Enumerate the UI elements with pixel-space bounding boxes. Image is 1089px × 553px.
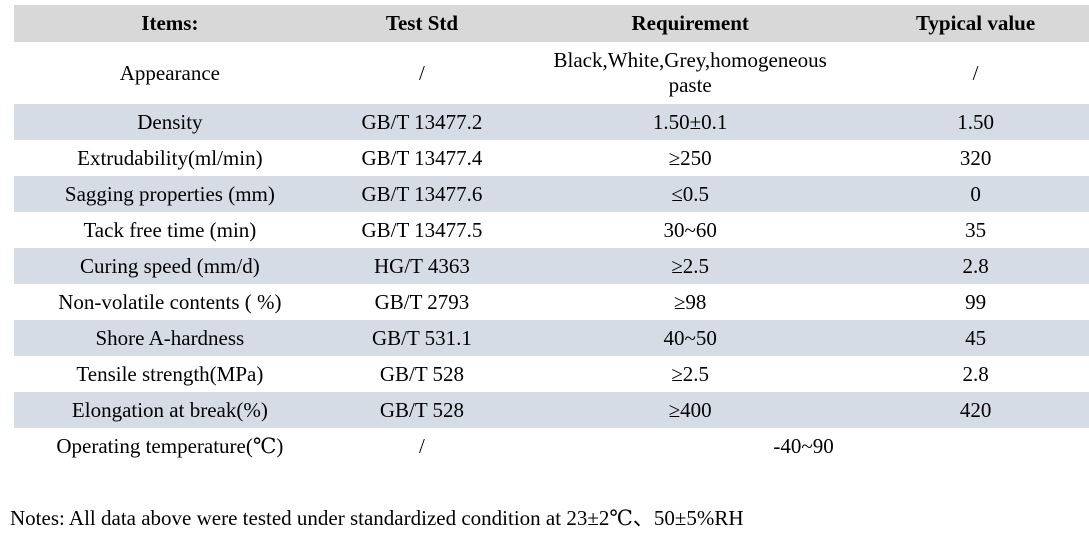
cell-req: 30~60	[663, 218, 717, 242]
cell-std: GB/T 13477.2	[361, 110, 483, 134]
cell-typ: 2.8	[962, 254, 989, 278]
cell-std: GB/T 13477.5	[361, 218, 483, 242]
cell-item: Shore A-hardness	[95, 326, 245, 350]
cell-req: ≥2.5	[671, 362, 710, 386]
cell-item: Tensile strength(MPa)	[76, 362, 264, 386]
cell-std: GB/T 13477.6	[361, 182, 483, 206]
cell-item: Non-volatile contents ( %)	[58, 290, 282, 314]
cell-req: 1.50±0.1	[652, 110, 728, 134]
cell-std: GB/T 528	[379, 398, 465, 422]
cell-std: /	[419, 434, 425, 458]
table-row-appearance: Appearance / Black,White,Grey,homogeneou…	[14, 42, 1089, 104]
cell-typ: 420	[959, 398, 992, 422]
cell-typ: 99	[965, 290, 987, 314]
table-row-sagging: Sagging properties (mm) GB/T 13477.6 ≤0.…	[14, 176, 1089, 212]
cell-typ: 35	[965, 218, 987, 242]
table-row-operating-temperature: Operating temperature(℃) / -40~90	[14, 428, 1089, 464]
cell-typ: 45	[965, 326, 987, 350]
cell-typ: 320	[959, 146, 992, 170]
table-row-non-volatile: Non-volatile contents ( %) GB/T 2793 ≥98…	[14, 284, 1089, 320]
cell-typ: /	[972, 61, 979, 85]
cell-req: Black,White,Grey,homogeneous paste	[553, 48, 827, 97]
cell-typ: 2.8	[962, 362, 989, 386]
col-header-items: Items:	[14, 5, 326, 42]
table-row-tack-free-time: Tack free time (min) GB/T 13477.5 30~60 …	[14, 212, 1089, 248]
notes-text: Notes: All data above were tested under …	[10, 506, 744, 530]
cell-req: ≥250	[668, 146, 712, 170]
cell-std: /	[419, 61, 425, 85]
cell-std: GB/T 531.1	[371, 326, 472, 350]
table-row-extrudability: Extrudability(ml/min) GB/T 13477.4 ≥250 …	[14, 140, 1089, 176]
table-row-density: Density GB/T 13477.2 1.50±0.1 1.50	[14, 104, 1089, 140]
table-row-shore-hardness: Shore A-hardness GB/T 531.1 40~50 45	[14, 320, 1089, 356]
spec-table: Items: Test Std Requirement Typical valu…	[14, 5, 1089, 464]
header-row: Items: Test Std Requirement Typical valu…	[14, 5, 1089, 42]
cell-item: Density	[137, 110, 203, 134]
cell-typ: 1.50	[957, 110, 994, 134]
cell-std: GB/T 2793	[374, 290, 470, 314]
cell-item: Sagging properties (mm)	[64, 182, 275, 206]
cell-std: GB/T 13477.4	[361, 146, 483, 170]
cell-req: 40~50	[663, 326, 717, 350]
cell-item: Elongation at break(%)	[71, 398, 268, 422]
cell-req: ≥400	[668, 398, 712, 422]
cell-req: ≥98	[673, 290, 707, 314]
cell-item: Curing speed (mm/d)	[80, 254, 260, 278]
table-row-elongation: Elongation at break(%) GB/T 528 ≥400 420	[14, 392, 1089, 428]
cell-req: ≤0.5	[671, 182, 710, 206]
col-header-requirement: Requirement	[518, 5, 863, 42]
cell-item: Tack free time (min)	[83, 218, 257, 242]
col-header-test-std: Test Std	[325, 5, 519, 42]
cell-item: Extrudability(ml/min)	[77, 146, 263, 170]
cell-item: Operating temperature(℃)	[56, 434, 284, 458]
cell-typ: 0	[970, 182, 981, 206]
cell-std: GB/T 528	[379, 362, 465, 386]
table-row-curing-speed: Curing speed (mm/d) HG/T 4363 ≥2.5 2.8	[14, 248, 1089, 284]
cell-req-span: -40~90	[773, 434, 834, 458]
table-row-tensile-strength: Tensile strength(MPa) GB/T 528 ≥2.5 2.8	[14, 356, 1089, 392]
cell-std: HG/T 4363	[374, 254, 470, 278]
cell-req: ≥2.5	[671, 254, 710, 278]
col-header-typical-value: Typical value	[862, 5, 1089, 42]
cell-item: Appearance	[119, 61, 220, 85]
